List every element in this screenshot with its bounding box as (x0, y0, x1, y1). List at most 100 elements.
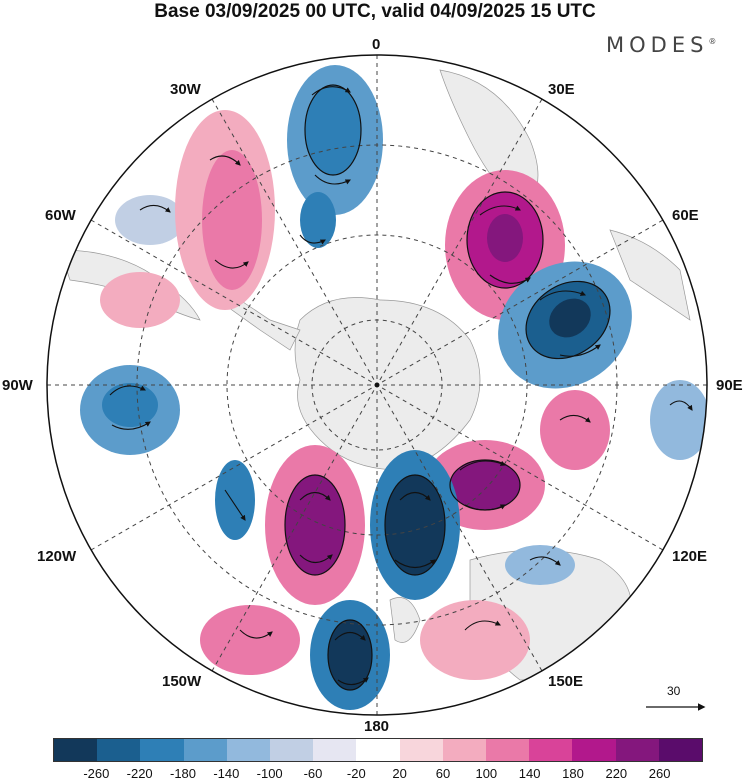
color-legend (53, 738, 703, 762)
wind-vector (399, 491, 431, 501)
anomaly-negative-east-edge (650, 380, 707, 460)
wind-vector (111, 421, 151, 430)
anomaly-negative-atlantic-small (300, 192, 336, 248)
legend-swatch (572, 739, 616, 761)
legend-tick-label: 140 (518, 766, 541, 781)
legend-swatch (226, 739, 271, 761)
wind-vector (464, 620, 501, 631)
wind-vector (394, 559, 436, 569)
legend-tick-label: 20 (392, 766, 407, 781)
legend-swatch (615, 739, 659, 761)
lon-label-30w: 30W (170, 81, 201, 98)
wind-vector (334, 631, 366, 641)
contour-lines (284, 84, 611, 691)
legend-tick-label: 60 (435, 766, 451, 781)
legend-tick-label: 180 (562, 766, 584, 781)
legend-swatch (140, 739, 184, 761)
map-border (46, 54, 708, 716)
anomaly-positive-indian-deep (487, 214, 523, 262)
wind-vector (464, 504, 506, 511)
wind-vector (109, 385, 146, 396)
legend-labels: -260 -220 -180 -140 -100 -60 -20 20 60 100 140 180 2… (0, 766, 750, 784)
lon-label-120w: 120W (37, 548, 77, 565)
anomaly-positive-southern-indian-core (450, 460, 520, 510)
anomaly-positive-kerguelen (540, 390, 610, 470)
wind-vector (299, 491, 331, 501)
legend-tick-label: -260 (83, 766, 110, 781)
wind-vector (337, 677, 369, 686)
lon-label-90w: 90W (2, 377, 33, 394)
legend-tick-label: -100 (256, 766, 283, 781)
contour-line (327, 619, 373, 691)
lon-label-0: 0 (372, 36, 381, 53)
indian-ocean-land (609, 229, 691, 321)
antarctica-land (294, 297, 481, 471)
south-pole-dot (374, 382, 380, 388)
legend-swatch (658, 739, 703, 761)
anomaly-negative-amundsen (215, 460, 255, 540)
wind-vector (311, 86, 351, 96)
contour-line (525, 280, 611, 360)
legend-swatch (399, 739, 443, 761)
wind-vector (559, 414, 591, 423)
legend-swatch (183, 739, 227, 761)
contour-line (284, 474, 346, 576)
wind-vector (559, 344, 601, 357)
wind-vector (314, 174, 351, 185)
anomaly-negative-west-pacific-core (102, 383, 158, 427)
lon-label-120e: 120E (672, 548, 708, 565)
wind-vector (539, 290, 587, 301)
wind-vector (214, 259, 249, 269)
anomaly-negative-sw-atlantic (115, 195, 185, 245)
legend-swatch (356, 739, 400, 761)
wind-vector (224, 489, 246, 521)
lon-label-60e: 60E (672, 207, 699, 224)
vector-scale-label: 30 (667, 684, 681, 698)
map-title: Base 03/09/2025 00 UTC, valid 04/09/2025… (154, 1, 596, 22)
legend-swatch (529, 739, 573, 761)
wind-vector (139, 204, 171, 213)
brand-logo: MODES® (606, 33, 716, 57)
lon-label-90e: 90E (716, 377, 743, 394)
wind-vector (299, 234, 326, 245)
legend-swatch (97, 739, 141, 761)
contour-line (384, 474, 446, 576)
wind-vector (209, 155, 241, 166)
anomaly-fill (80, 65, 707, 710)
legend-tick-label: -60 (303, 766, 323, 781)
wind-vector (239, 629, 273, 639)
lon-label-30e: 30E (548, 81, 575, 98)
legend-tick-label: 260 (648, 766, 671, 781)
legend-tick-label: 220 (605, 766, 628, 781)
legend-swatch (270, 739, 314, 761)
anomaly-positive-south-atlantic-core (202, 150, 262, 290)
anomaly-positive-argentina (100, 272, 180, 328)
wind-vector (489, 274, 531, 284)
wind-vector (669, 400, 693, 411)
brand-registered-mark: ® (708, 37, 717, 46)
legend-tick-label: 100 (475, 766, 498, 781)
legend-tick-label: -140 (213, 766, 240, 781)
lon-label-150e: 150E (548, 673, 584, 690)
legend-swatch (486, 739, 530, 761)
legend-tick-label: -20 (346, 766, 366, 781)
brand-name: MODES (606, 33, 709, 57)
contour-line (466, 191, 544, 289)
lon-label-180: 180 (364, 718, 390, 735)
anomaly-positive-tasman (420, 600, 530, 680)
new-zealand-land (389, 597, 421, 643)
anomaly-negative-south-australia (505, 545, 575, 585)
wind-vector (479, 205, 521, 216)
legend-tick-label: -220 (126, 766, 153, 781)
contour-line (304, 84, 362, 176)
pole-marker (374, 382, 380, 388)
lon-label-150w: 150W (162, 673, 202, 690)
legend-swatch (54, 739, 98, 761)
wind-vector (459, 460, 507, 471)
lon-label-60w: 60W (45, 207, 76, 224)
anomaly-negative-atlantic-core (305, 85, 361, 175)
legend-swatch (313, 739, 357, 761)
legend-tick-label: -180 (169, 766, 197, 781)
wind-vector (299, 554, 333, 564)
